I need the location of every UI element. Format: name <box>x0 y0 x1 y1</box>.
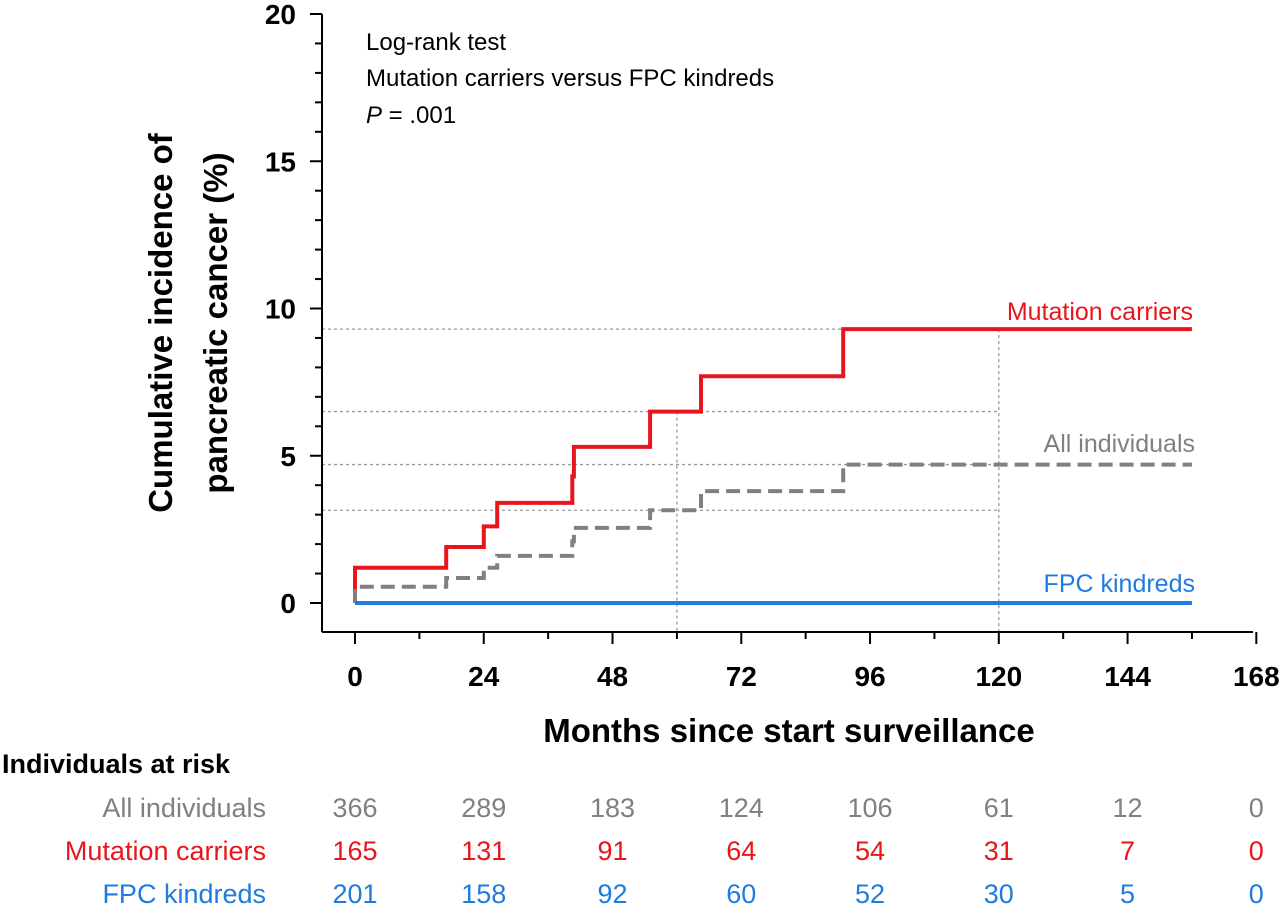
y-axis-label-line-1: Cumulative incidence of <box>142 132 179 513</box>
risk-value-all-144: 12 <box>1113 793 1143 823</box>
risk-value-mutation-144: 7 <box>1120 836 1135 866</box>
risk-value-fpc-168: 0 <box>1249 879 1264 904</box>
annotation-line-1: Log-rank test <box>366 29 506 56</box>
y-tick-label-0: 0 <box>280 588 296 619</box>
risk-value-fpc-48: 92 <box>597 879 627 904</box>
risk-value-fpc-120: 30 <box>984 879 1014 904</box>
risk-value-mutation-168: 0 <box>1249 836 1264 866</box>
y-tick-label-10: 10 <box>265 294 296 325</box>
risk-value-fpc-144: 5 <box>1120 879 1135 904</box>
y-axis-label-line-2: pancreatic cancer (%) <box>197 152 234 493</box>
x-tick-label-72: 72 <box>726 661 757 692</box>
axes: 0 5 10 15 20 0 24 48 72 96 120 144 168 <box>265 0 1280 692</box>
x-tick-label-168: 168 <box>1233 661 1280 692</box>
risk-row-label-all: All individuals <box>102 793 266 823</box>
risk-value-mutation-0: 165 <box>332 836 377 866</box>
annotation-line-2: Mutation carriers versus FPC kindreds <box>366 65 774 92</box>
risk-value-all-120: 61 <box>984 793 1014 823</box>
x-tick-label-120: 120 <box>975 661 1022 692</box>
p-value: = .001 <box>382 102 456 129</box>
risk-value-all-168: 0 <box>1249 793 1264 823</box>
survival-curves <box>353 327 1192 605</box>
risk-value-mutation-72: 64 <box>726 836 756 866</box>
legend-label-mutation-carriers: Mutation carriers <box>1007 298 1193 326</box>
risk-value-all-0: 366 <box>332 793 377 823</box>
risk-value-fpc-96: 52 <box>855 879 885 904</box>
risk-value-all-48: 183 <box>590 793 635 823</box>
risk-value-fpc-0: 201 <box>332 879 377 904</box>
x-tick-label-24: 24 <box>468 661 500 692</box>
x-tick-label-0: 0 <box>347 661 363 692</box>
risk-value-mutation-120: 31 <box>984 836 1014 866</box>
p-label: P <box>366 102 382 129</box>
risk-table: All individuals 366 289 183 124 106 61 12 0 Mutat… <box>65 793 1264 904</box>
x-tick-label-48: 48 <box>597 661 628 692</box>
risk-row-label-mutation: Mutation carriers <box>65 836 266 866</box>
risk-table-title: Individuals at risk <box>2 749 231 779</box>
risk-value-mutation-24: 131 <box>461 836 506 866</box>
legend-label-fpc-kindreds: FPC kindreds <box>1044 570 1195 598</box>
x-tick-label-144: 144 <box>1104 661 1151 692</box>
y-tick-label-5: 5 <box>280 441 296 472</box>
risk-value-mutation-96: 54 <box>855 836 885 866</box>
risk-value-all-24: 289 <box>461 793 506 823</box>
risk-row-label-fpc: FPC kindreds <box>102 879 266 904</box>
curve-mutation <box>353 327 1192 603</box>
annotation-p-value: P = .001 <box>366 102 456 129</box>
x-axis-label: Months since start surveillance <box>543 712 1035 749</box>
risk-value-all-72: 124 <box>719 793 764 823</box>
y-tick-label-15: 15 <box>265 146 296 177</box>
risk-value-all-96: 106 <box>848 793 893 823</box>
curve-all <box>353 462 1192 603</box>
risk-value-mutation-48: 91 <box>597 836 627 866</box>
x-tick-label-96: 96 <box>854 661 885 692</box>
legend-label-all-individuals: All individuals <box>1044 430 1195 458</box>
risk-value-fpc-24: 158 <box>461 879 506 904</box>
y-tick-label-20: 20 <box>265 0 296 30</box>
risk-value-fpc-72: 60 <box>726 879 756 904</box>
